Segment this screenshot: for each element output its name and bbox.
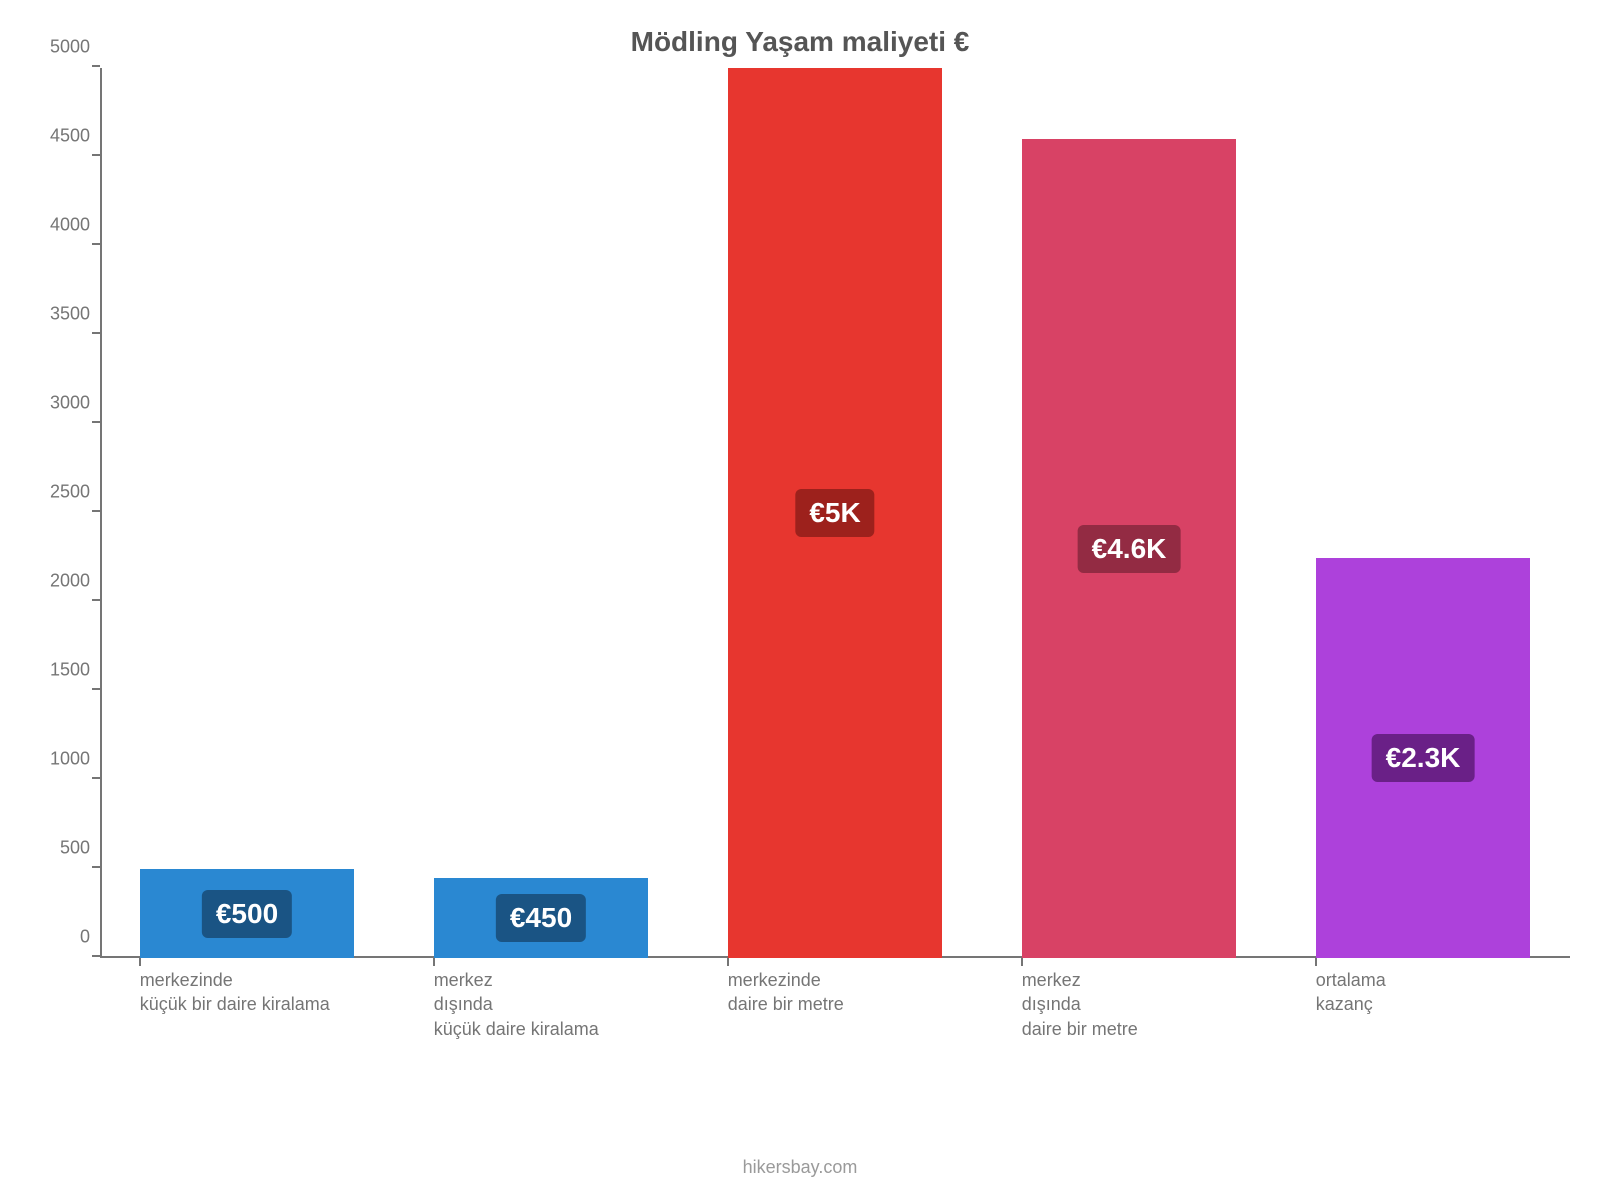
bars-group: €500 €450 €5K €4.6K €2.3K — [100, 68, 1570, 958]
y-tick-mark — [92, 65, 100, 67]
x-tick-mark — [433, 958, 435, 966]
credit-text: hikersbay.com — [0, 1157, 1600, 1178]
value-badge: €5K — [795, 489, 874, 537]
x-axis-label: merkez dışında daire bir metre — [1022, 968, 1237, 1041]
x-axis-label: ortalama kazanç — [1316, 968, 1531, 1017]
y-tick-mark — [92, 510, 100, 512]
y-tick-label: 2000 — [40, 571, 90, 592]
value-badge: €4.6K — [1078, 525, 1181, 573]
x-axis-label: merkezinde küçük bir daire kiralama — [140, 968, 355, 1017]
y-tick-mark — [92, 243, 100, 245]
y-tick-label: 1000 — [40, 749, 90, 770]
y-tick-label: 3000 — [40, 393, 90, 414]
x-tick-mark — [727, 958, 729, 966]
x-tick-mark — [1315, 958, 1317, 966]
y-tick-mark — [92, 688, 100, 690]
y-tick-label: 5000 — [40, 37, 90, 58]
chart-title: Mödling Yaşam maliyeti € — [40, 26, 1560, 58]
y-tick-label: 500 — [40, 838, 90, 859]
y-tick-label: 4000 — [40, 215, 90, 236]
plot-area: 0500100015002000250030003500400045005000… — [100, 68, 1570, 958]
y-tick-label: 2500 — [40, 482, 90, 503]
x-axis-label: merkez dışında küçük daire kiralama — [434, 968, 649, 1041]
y-axis: 0500100015002000250030003500400045005000 — [92, 68, 100, 958]
y-tick-mark — [92, 955, 100, 957]
y-tick-mark — [92, 599, 100, 601]
x-axis-label: merkezinde daire bir metre — [728, 968, 943, 1017]
y-tick-label: 3500 — [40, 304, 90, 325]
chart-container: Mödling Yaşam maliyeti € 050010001500200… — [0, 0, 1600, 1200]
y-tick-mark — [92, 866, 100, 868]
y-tick-label: 4500 — [40, 126, 90, 147]
y-tick-mark — [92, 777, 100, 779]
y-tick-mark — [92, 154, 100, 156]
value-badge: €500 — [202, 890, 292, 938]
y-tick-mark — [92, 421, 100, 423]
y-tick-label: 0 — [40, 927, 90, 948]
x-tick-mark — [1021, 958, 1023, 966]
y-tick-label: 1500 — [40, 660, 90, 681]
x-tick-mark — [139, 958, 141, 966]
value-badge: €2.3K — [1372, 734, 1475, 782]
y-tick-mark — [92, 332, 100, 334]
value-badge: €450 — [496, 894, 586, 942]
